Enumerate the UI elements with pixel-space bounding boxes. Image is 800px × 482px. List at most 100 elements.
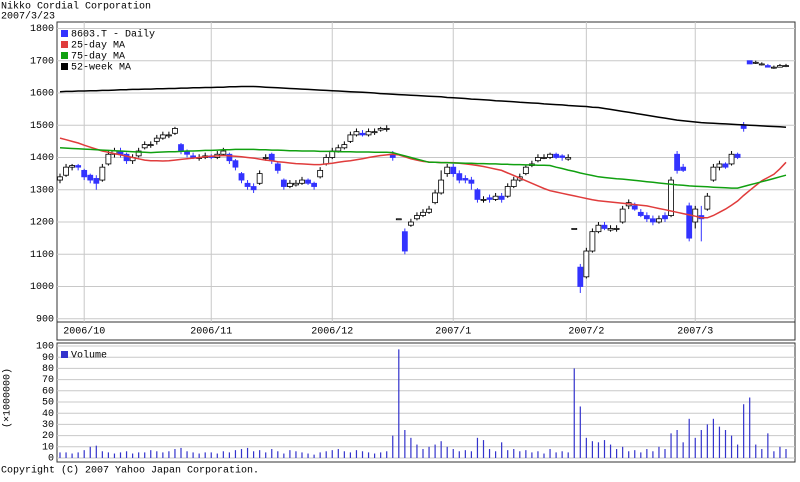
y-tick-label: 30 — [42, 420, 54, 431]
candle-body — [722, 163, 729, 168]
y-tick-label: 70 — [42, 375, 54, 386]
volume-bar — [416, 444, 418, 458]
volume-bar — [367, 452, 370, 458]
volume-bar — [616, 449, 618, 458]
legend-swatch — [61, 351, 68, 358]
candle-body — [662, 215, 668, 220]
volume-bar — [440, 441, 442, 458]
volume-bar — [767, 433, 769, 458]
candle-body — [486, 197, 493, 200]
candle-body — [63, 166, 69, 176]
volume-bar — [301, 452, 303, 458]
candle-body — [159, 134, 166, 139]
legend-swatch — [61, 41, 68, 48]
volume-bar — [168, 451, 170, 458]
y-tick-label: 1800 — [30, 24, 54, 35]
y-tick-label: 50 — [42, 398, 54, 409]
candle-body — [323, 157, 330, 165]
volume-bar — [434, 444, 436, 458]
volume-bar — [452, 449, 454, 458]
x-tick-label: 2006/12 — [311, 326, 353, 338]
volume-bar — [670, 433, 672, 458]
volume-bar — [470, 451, 472, 458]
candle-body — [656, 218, 662, 223]
candle-body — [553, 153, 559, 158]
volume-bar — [458, 451, 460, 458]
candle-body — [220, 150, 227, 155]
volume-bar — [174, 449, 176, 458]
candle-body — [704, 195, 711, 210]
volume-bar — [192, 452, 194, 458]
candle-body — [172, 128, 178, 134]
legend-label: 25-day MA — [71, 40, 125, 52]
volume-bar — [585, 437, 587, 458]
legend-swatch — [61, 52, 68, 59]
candle-body — [746, 60, 753, 65]
y-tick-label: 1000 — [30, 282, 54, 293]
volume-bar — [277, 451, 279, 458]
candle-body — [734, 153, 741, 158]
candle-body — [510, 179, 517, 187]
y-tick-label: 1200 — [30, 218, 54, 229]
candle-body — [571, 228, 578, 230]
volume-bar — [495, 451, 497, 458]
volume-bar — [567, 452, 569, 458]
candle-body — [420, 211, 426, 216]
candle-body — [299, 179, 305, 184]
volume-bar — [325, 451, 327, 458]
candle-body — [668, 179, 674, 216]
candle-body — [69, 165, 75, 168]
volume-bar — [488, 449, 491, 458]
volume-bar — [591, 441, 593, 458]
volume-bar — [77, 452, 79, 458]
volume-bar — [144, 452, 146, 458]
legend-label: 52-week MA — [71, 62, 131, 74]
volume-bar — [694, 437, 696, 458]
candle-body — [595, 224, 602, 233]
volume-bar — [549, 449, 551, 458]
y-tick-label: 1700 — [30, 56, 54, 67]
volume-bar — [785, 449, 787, 458]
volume-bar — [501, 442, 503, 458]
candle-body — [432, 192, 439, 204]
candle-body — [643, 215, 650, 220]
candle-body — [250, 186, 257, 191]
candle-body — [619, 208, 626, 223]
volume-bar — [295, 451, 297, 458]
candle-body — [710, 166, 717, 181]
volume-bar — [428, 446, 430, 458]
volume-bar — [531, 452, 533, 458]
volume-bar — [712, 418, 714, 458]
candle-body — [75, 165, 82, 168]
volume-bar — [743, 404, 745, 458]
candle-body — [238, 173, 245, 181]
candle-body — [141, 144, 148, 149]
candle-body — [347, 134, 354, 142]
candle-body — [456, 173, 463, 181]
candle-body — [286, 182, 293, 187]
candle-body — [752, 61, 759, 64]
x-tick-label: 2007/3 — [677, 326, 713, 338]
candle-body — [317, 169, 324, 178]
candle-body — [589, 231, 596, 252]
volume-bar — [737, 444, 739, 458]
candle-body — [99, 166, 106, 181]
volume-bar — [464, 450, 466, 458]
candle-body — [280, 179, 287, 187]
volume-bar — [755, 444, 757, 458]
candle-body — [474, 189, 481, 200]
candle-body — [607, 228, 614, 231]
candle-body — [680, 166, 687, 171]
volume-bar — [59, 452, 61, 458]
volume-bar — [561, 451, 563, 458]
candle-body — [87, 174, 94, 181]
candle-body — [758, 63, 765, 66]
y-tick-label: 1500 — [30, 121, 54, 132]
candle-body — [613, 228, 620, 230]
candle-body — [777, 65, 783, 68]
x-tick-label: 2006/10 — [63, 326, 105, 338]
candle-body — [637, 211, 644, 216]
volume-bar — [283, 453, 285, 458]
volume-bar — [355, 450, 358, 458]
candle-body — [178, 144, 184, 152]
